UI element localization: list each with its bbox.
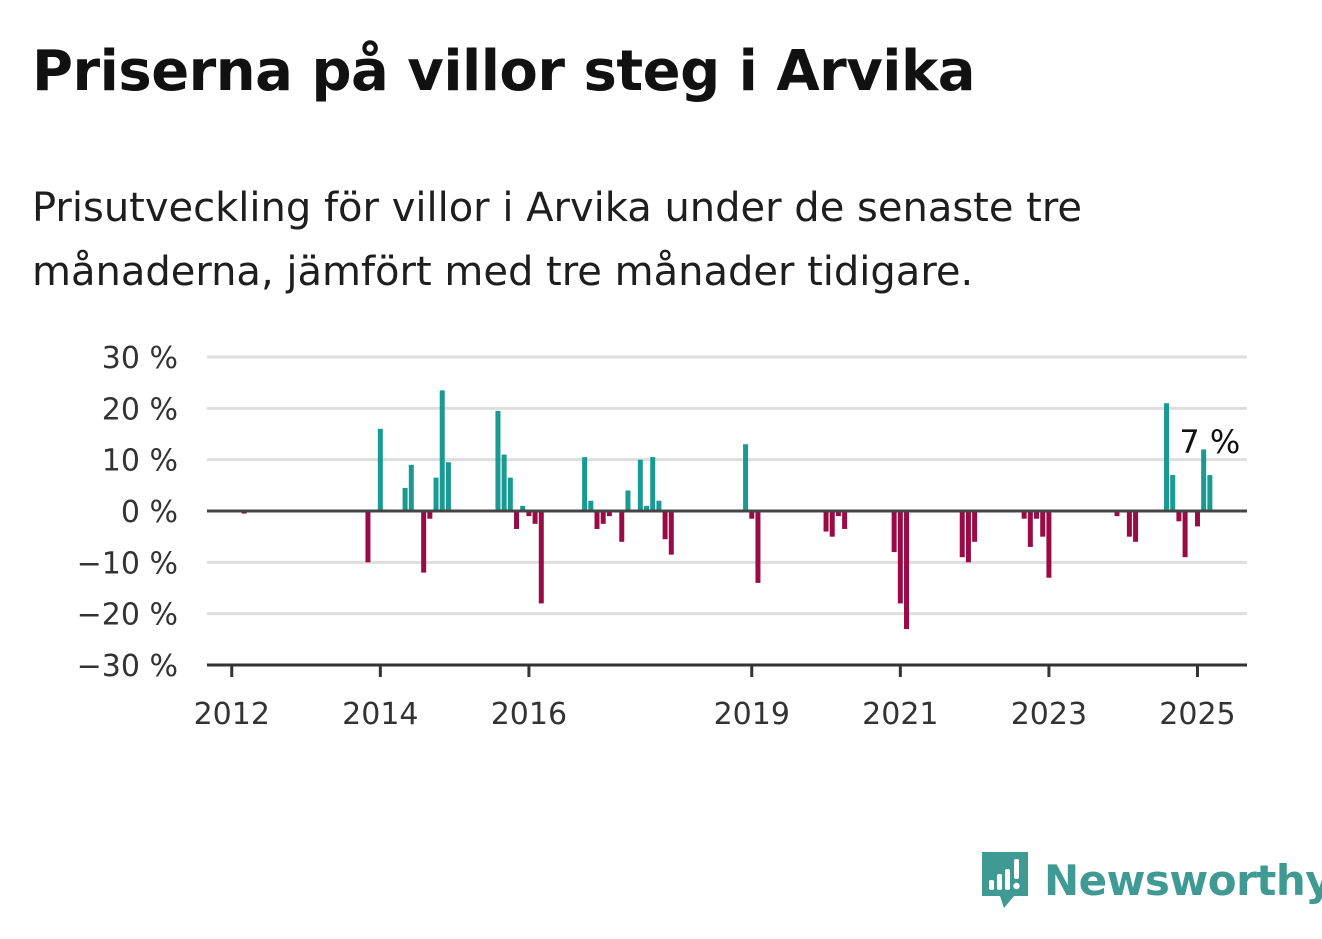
bars xyxy=(241,390,1213,630)
y-tick-label: −20 % xyxy=(77,598,178,633)
bar xyxy=(1046,511,1052,578)
bar xyxy=(842,511,848,529)
bar xyxy=(439,390,445,511)
bar xyxy=(433,477,439,511)
price-change-bar-chart: 30 %20 %10 %0 %−10 %−20 %−30 % 2012 2014 2… xyxy=(77,341,1247,732)
bar xyxy=(644,505,650,511)
y-tick-label: 20 % xyxy=(102,392,178,427)
bar xyxy=(1126,511,1132,537)
axes xyxy=(207,509,1247,677)
bar xyxy=(625,490,631,511)
bar xyxy=(514,511,520,529)
bar xyxy=(408,464,414,511)
bar xyxy=(1027,511,1033,547)
bar xyxy=(891,511,897,553)
bar xyxy=(619,511,625,542)
y-axis-labels: 30 % 20 % 10 % 0 % −10 % −20 % −30 % xyxy=(77,341,178,684)
bar xyxy=(421,511,427,573)
bar xyxy=(365,511,371,563)
bar xyxy=(1182,511,1188,558)
chart-subtitle: Prisutveckling för villor i Arvika under… xyxy=(32,185,1083,295)
newsworthy-logo-icon xyxy=(982,852,1028,908)
y-tick-label: 30 % xyxy=(102,341,178,376)
bar xyxy=(402,487,408,511)
bar xyxy=(594,511,600,529)
bar xyxy=(904,511,910,630)
x-tick-label: 2025 xyxy=(1159,697,1235,732)
bar xyxy=(835,511,841,517)
bar xyxy=(1170,475,1176,511)
x-tick-label: 2014 xyxy=(342,697,418,732)
bar xyxy=(755,511,761,583)
bar xyxy=(1133,511,1139,542)
bar xyxy=(823,511,829,532)
bar xyxy=(656,500,662,511)
latest-value-annotation: 7 % xyxy=(1179,423,1240,461)
bar xyxy=(501,454,507,511)
bar xyxy=(668,511,674,555)
bar xyxy=(897,511,903,604)
gridlines xyxy=(207,355,1247,616)
bar xyxy=(662,511,668,540)
bar xyxy=(588,500,594,511)
bar xyxy=(507,477,513,511)
brand-name: Newsworthy xyxy=(1044,855,1322,905)
bar xyxy=(1040,511,1046,537)
x-tick-label: 2016 xyxy=(491,697,567,732)
bar xyxy=(445,462,451,511)
bar xyxy=(495,410,501,511)
bar xyxy=(743,444,749,511)
bar xyxy=(427,511,433,519)
bar xyxy=(1201,449,1207,511)
bar xyxy=(829,511,835,537)
bar xyxy=(749,511,755,519)
x-tick-label: 2012 xyxy=(194,697,270,732)
x-tick-label: 2019 xyxy=(714,697,790,732)
bar xyxy=(532,511,538,524)
bar xyxy=(520,505,526,511)
x-tick-label: 2023 xyxy=(1011,697,1087,732)
bar xyxy=(526,511,532,517)
bar xyxy=(1207,475,1213,511)
y-tick-label: −10 % xyxy=(77,546,178,581)
x-tick-label: 2021 xyxy=(862,697,938,732)
bar xyxy=(1194,511,1200,527)
bar xyxy=(377,428,383,511)
bar xyxy=(959,511,965,558)
bar xyxy=(972,511,978,542)
bar xyxy=(1021,511,1027,519)
bar xyxy=(1114,511,1120,517)
bar xyxy=(606,511,612,517)
bar xyxy=(1164,403,1170,511)
bar xyxy=(582,457,588,511)
bar xyxy=(965,511,971,563)
y-tick-label: 0 % xyxy=(121,495,178,530)
bar xyxy=(1176,511,1182,522)
bar xyxy=(600,511,606,524)
brand-logo: Newsworthy xyxy=(980,850,1322,910)
page-title: Priserna på villor steg i Arvika xyxy=(32,39,976,104)
bar xyxy=(637,459,643,511)
y-tick-label: 10 % xyxy=(102,444,178,479)
bar xyxy=(1034,511,1040,519)
y-tick-label: −30 % xyxy=(77,649,178,684)
x-axis-labels: 2012 2014 2016 2019 2021 2023 2025 xyxy=(194,697,1236,732)
bar xyxy=(650,457,656,511)
bar xyxy=(538,511,544,604)
